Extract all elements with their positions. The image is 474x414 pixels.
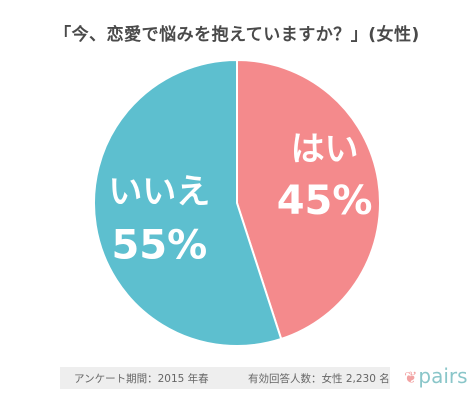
survey-respondents: 有効回答人数：女性 2,230 名 (248, 373, 390, 385)
slice-value-yes: 45% (277, 178, 373, 224)
brand-logo: ❦pairs (404, 364, 468, 388)
slice-label-no: いいえ (108, 172, 210, 212)
pie-slice-yes (236, 58, 381, 341)
slice-label-yes: はい (291, 130, 359, 170)
leaf-icon: ❦ (404, 368, 418, 387)
pie-slice-no (93, 58, 283, 347)
brand-logo-text: pairs (418, 364, 468, 388)
pie-slices (93, 58, 381, 347)
chart-title: 「今、恋愛で悩みを抱えていますか？」(女性) (54, 25, 420, 45)
pie-labels: はい 45% いいえ 55% (108, 130, 372, 269)
slice-value-no: 55% (111, 222, 207, 268)
survey-period: アンケート期間：2015 年春 (74, 373, 209, 385)
survey-footer: アンケート期間：2015 年春 有効回答人数：女性 2,230 名 (60, 367, 390, 389)
